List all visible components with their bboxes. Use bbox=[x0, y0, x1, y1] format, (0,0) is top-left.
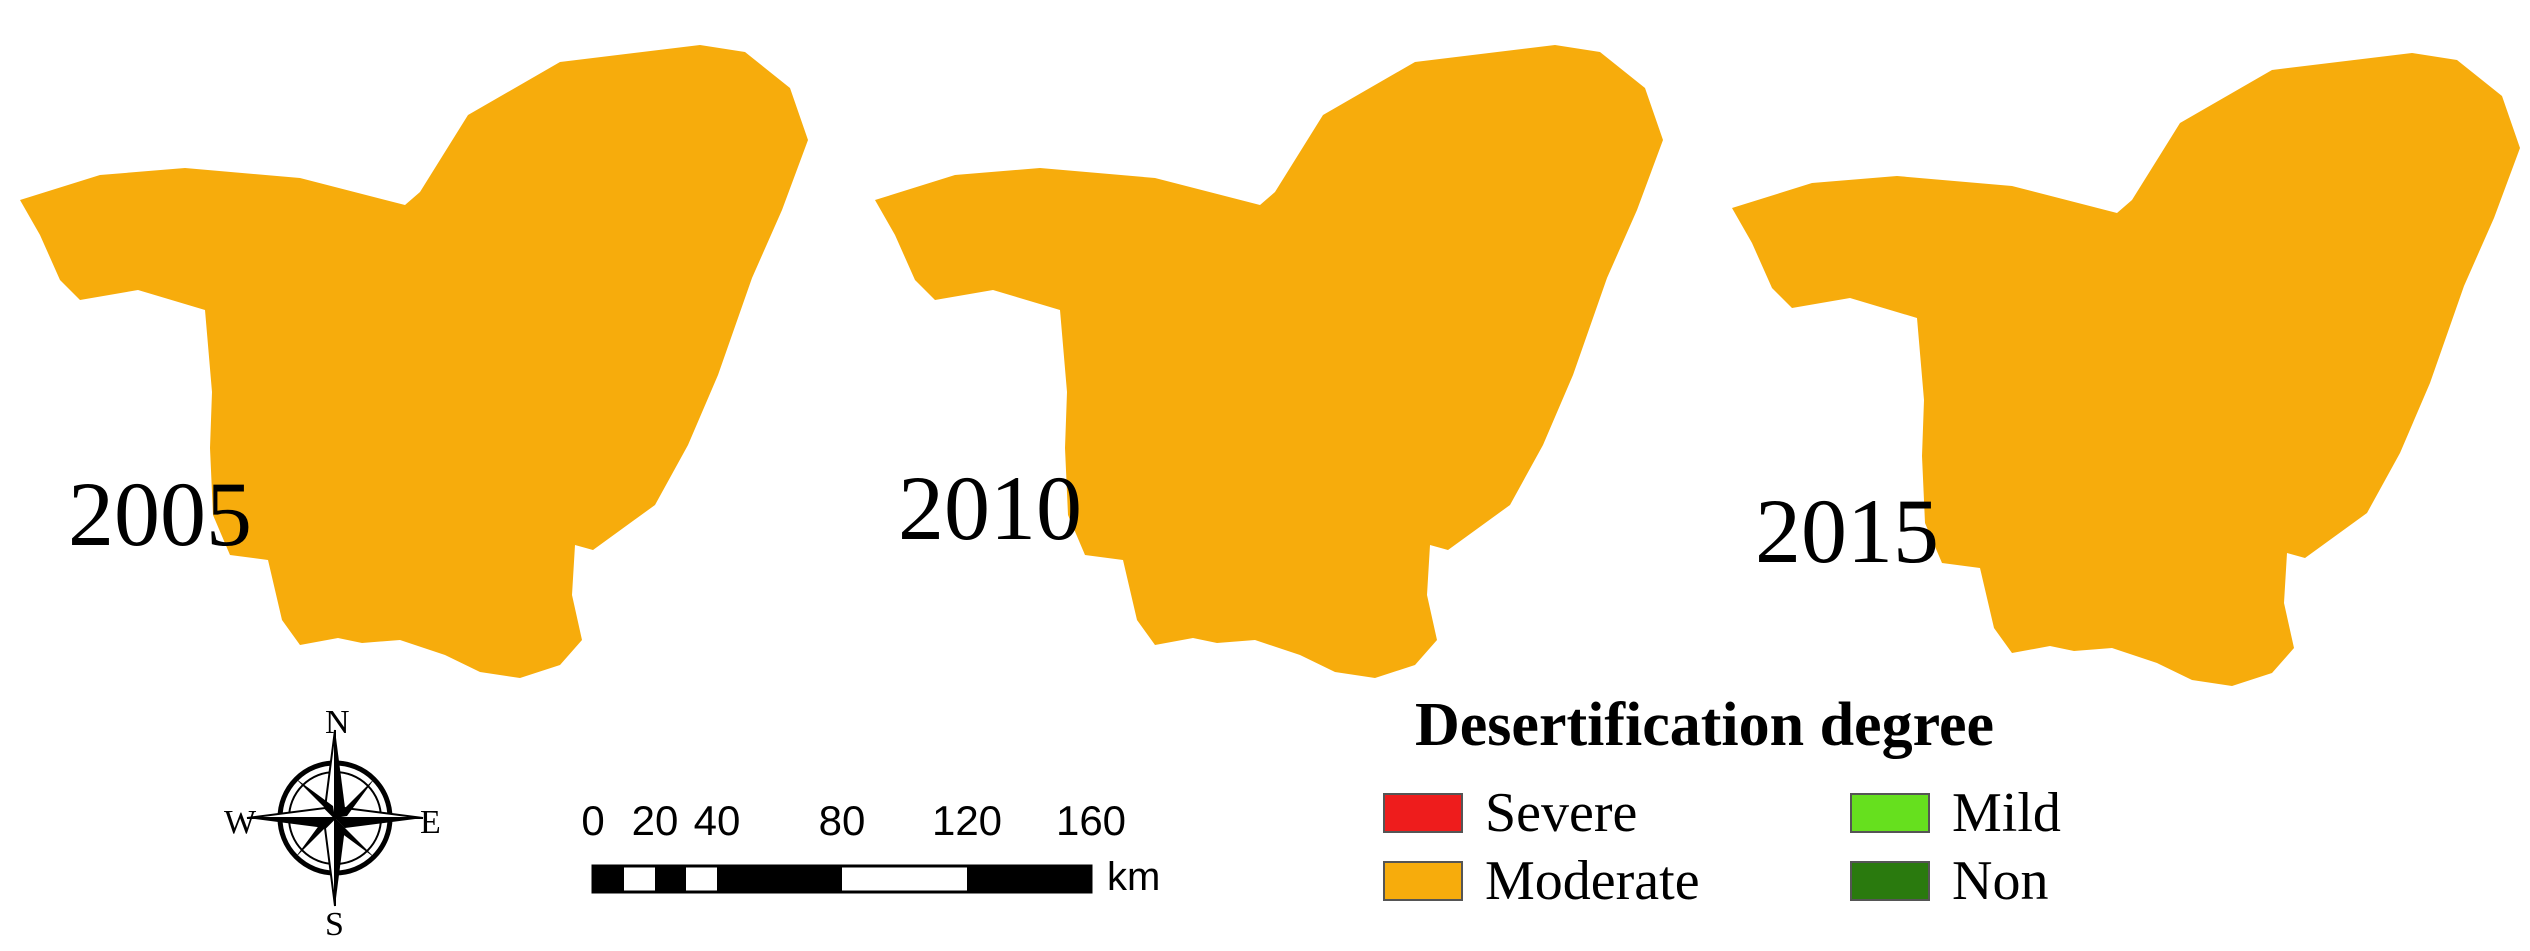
legend-swatch bbox=[1383, 861, 1463, 901]
legend-swatch bbox=[1850, 793, 1930, 833]
legend-label: Mild bbox=[1952, 782, 2061, 844]
compass-north-label: N bbox=[325, 704, 350, 741]
map-panel-2015 bbox=[1732, 53, 2520, 686]
legend-item-mild: Mild bbox=[1850, 785, 2061, 841]
legend-item-severe: Severe bbox=[1383, 785, 1637, 841]
legend-label: Non bbox=[1952, 850, 2049, 912]
legend-item-non: Non bbox=[1850, 853, 2048, 909]
legend-swatch bbox=[1383, 793, 1463, 833]
legend-label: Severe bbox=[1485, 782, 1638, 844]
legend-item-moderate: Moderate bbox=[1383, 853, 1700, 909]
legend-label: Moderate bbox=[1485, 850, 1700, 912]
scale-tick-label: 160 bbox=[1055, 797, 1127, 844]
scale-tick-label: 20 bbox=[631, 797, 679, 844]
map-panel-2005 bbox=[20, 45, 808, 678]
map-panel-2010 bbox=[875, 45, 1663, 678]
panel-year-label: 2005 bbox=[68, 463, 252, 565]
legend-swatch bbox=[1850, 861, 1930, 901]
scale-unit-label: km bbox=[1107, 855, 1161, 899]
panel-year-label: 2015 bbox=[1755, 480, 1939, 582]
scale-tick-label: 0 bbox=[581, 797, 605, 844]
scale-bar bbox=[591, 864, 1093, 894]
compass-west-label: W bbox=[224, 804, 257, 841]
scale-tick-label: 120 bbox=[931, 797, 1003, 844]
compass-rose-icon bbox=[246, 729, 424, 907]
compass-east-label: E bbox=[420, 804, 441, 841]
legend-title: Desertification degree bbox=[1415, 691, 1995, 759]
compass-south-label: S bbox=[325, 906, 344, 943]
panel-year-label: 2010 bbox=[898, 457, 1082, 559]
scale-tick-label: 80 bbox=[818, 797, 866, 844]
scale-tick-label: 40 bbox=[693, 797, 741, 844]
